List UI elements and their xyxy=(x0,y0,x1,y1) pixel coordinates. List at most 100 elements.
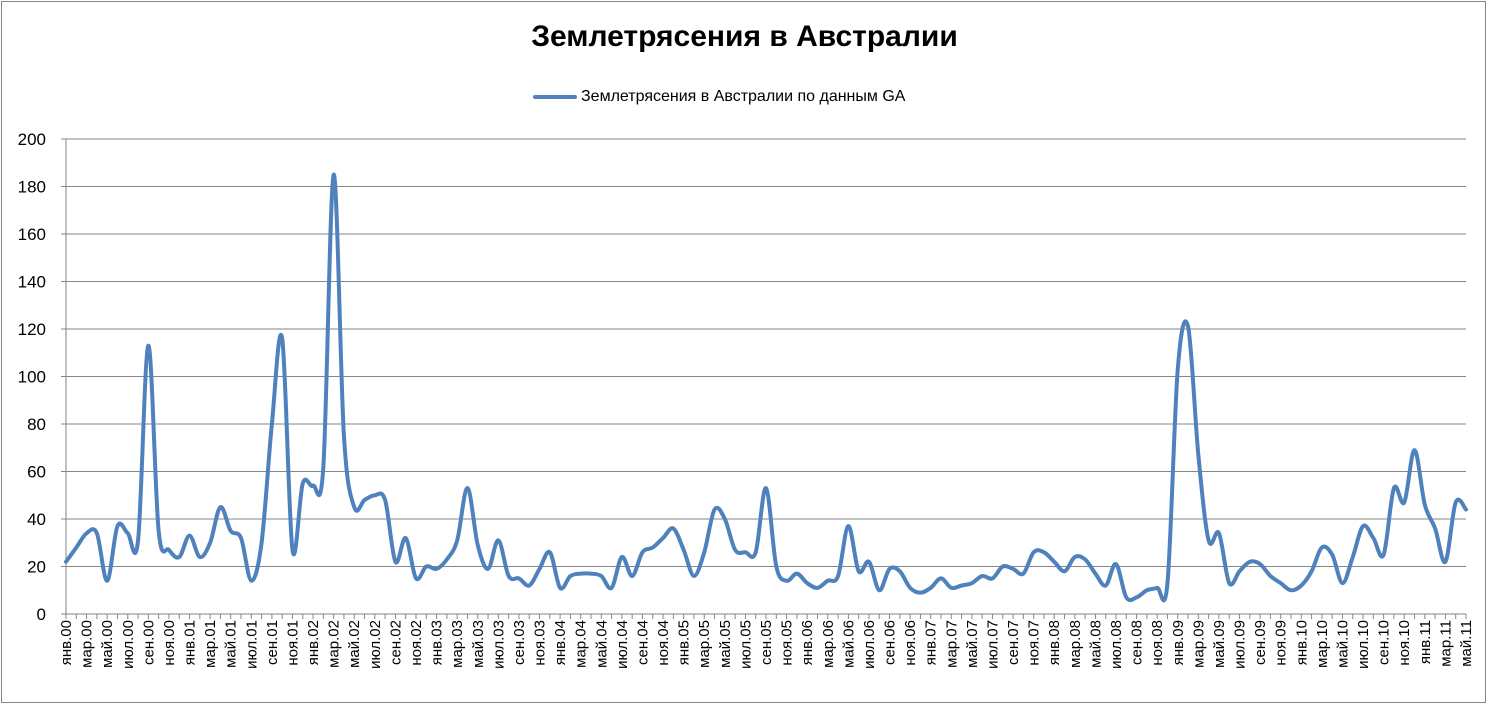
data-point xyxy=(1073,555,1077,559)
x-tick-label: мар.07 xyxy=(943,620,960,668)
x-tick-label: ноя.08 xyxy=(1149,620,1166,666)
data-point xyxy=(157,529,161,533)
x-tick-label: июл.05 xyxy=(737,620,754,669)
data-point xyxy=(280,337,284,341)
data-point xyxy=(960,584,964,588)
data-point xyxy=(918,591,922,595)
legend-series-line xyxy=(533,95,577,99)
data-point xyxy=(1433,527,1437,531)
data-point xyxy=(1464,508,1468,512)
data-point xyxy=(1310,569,1314,573)
data-point xyxy=(1217,531,1221,535)
data-point xyxy=(1351,555,1355,559)
data-point xyxy=(1382,553,1386,557)
x-tick-label: янв.10 xyxy=(1293,620,1310,665)
data-point xyxy=(249,579,253,583)
x-tick-label: сен.00 xyxy=(140,620,157,665)
x-tick-label: сен.01 xyxy=(264,620,281,665)
x-tick-label: янв.08 xyxy=(1046,620,1063,665)
data-point xyxy=(1196,453,1200,457)
data-point xyxy=(527,584,531,588)
x-tick-label: ноя.05 xyxy=(779,620,796,666)
data-point xyxy=(1165,581,1169,585)
data-point xyxy=(136,538,140,542)
x-tick-label: мар.08 xyxy=(1067,620,1084,668)
data-point xyxy=(1330,553,1334,557)
x-tick-label: сен.05 xyxy=(758,620,775,665)
data-point xyxy=(1423,503,1427,507)
y-tick-label: 160 xyxy=(18,225,46,244)
data-point xyxy=(702,550,706,554)
data-point xyxy=(1413,448,1417,452)
y-tick-label: 0 xyxy=(37,605,46,624)
y-tick-label: 120 xyxy=(18,320,46,339)
x-tick-label: май.02 xyxy=(346,620,363,668)
x-tick-label: янв.11 xyxy=(1417,620,1434,664)
data-point xyxy=(620,555,624,559)
x-tick-label: ноя.07 xyxy=(1026,620,1043,666)
data-point xyxy=(74,546,78,550)
data-point xyxy=(188,534,192,538)
x-tick-label: сен.03 xyxy=(511,620,528,665)
data-point xyxy=(929,586,933,590)
data-point xyxy=(1186,325,1190,329)
data-point xyxy=(507,574,511,578)
data-point xyxy=(342,434,346,438)
data-point xyxy=(867,560,871,564)
x-tick-label: июл.04 xyxy=(614,620,631,669)
x-tick-label: янв.02 xyxy=(305,620,322,665)
data-point xyxy=(239,536,243,540)
x-tick-label: май.09 xyxy=(1211,620,1228,668)
x-tick-label: янв.07 xyxy=(923,620,940,665)
data-point xyxy=(785,579,789,583)
data-point xyxy=(445,557,449,561)
x-tick-label: сен.10 xyxy=(1376,620,1393,665)
data-point xyxy=(1145,588,1149,592)
x-tick-label: ноя.04 xyxy=(655,620,672,666)
data-point xyxy=(579,572,583,576)
data-point xyxy=(939,576,943,580)
data-point xyxy=(393,560,397,564)
data-point xyxy=(682,548,686,552)
data-point xyxy=(990,576,994,580)
data-point xyxy=(404,536,408,540)
x-tick-label: июл.06 xyxy=(861,620,878,669)
data-point xyxy=(208,541,212,545)
data-point xyxy=(795,572,799,576)
y-tick-label: 140 xyxy=(18,273,46,292)
x-tick-label: янв.03 xyxy=(429,620,446,665)
x-tick-label: мар.09 xyxy=(1190,620,1207,668)
data-point xyxy=(95,531,99,535)
data-point xyxy=(651,546,655,550)
data-point xyxy=(568,574,572,578)
x-tick-label: июл.00 xyxy=(120,620,137,669)
data-point xyxy=(465,486,469,490)
data-point xyxy=(517,576,521,580)
data-point xyxy=(1042,550,1046,554)
data-point xyxy=(496,538,500,542)
x-tick-label: ноя.10 xyxy=(1396,620,1413,666)
data-point xyxy=(764,486,768,490)
data-point xyxy=(1001,565,1005,569)
data-point xyxy=(1011,567,1015,571)
x-tick-label: май.08 xyxy=(1087,620,1104,668)
x-tick-label: сен.04 xyxy=(634,620,651,665)
data-point xyxy=(1135,595,1139,599)
data-point xyxy=(311,484,315,488)
data-point xyxy=(126,531,130,535)
data-point xyxy=(64,560,68,564)
data-point xyxy=(218,505,222,509)
y-tick-label: 20 xyxy=(27,558,46,577)
data-point xyxy=(743,550,747,554)
data-point xyxy=(826,579,830,583)
data-point xyxy=(671,527,675,531)
x-tick-label: мар.06 xyxy=(820,620,837,668)
x-tick-label: май.00 xyxy=(99,620,116,668)
y-tick-label: 60 xyxy=(27,463,46,482)
data-point xyxy=(1320,546,1324,550)
data-point xyxy=(1279,581,1283,585)
x-tick-label: янв.09 xyxy=(1170,620,1187,665)
data-point xyxy=(1176,367,1180,371)
x-tick-label: янв.05 xyxy=(676,620,693,665)
